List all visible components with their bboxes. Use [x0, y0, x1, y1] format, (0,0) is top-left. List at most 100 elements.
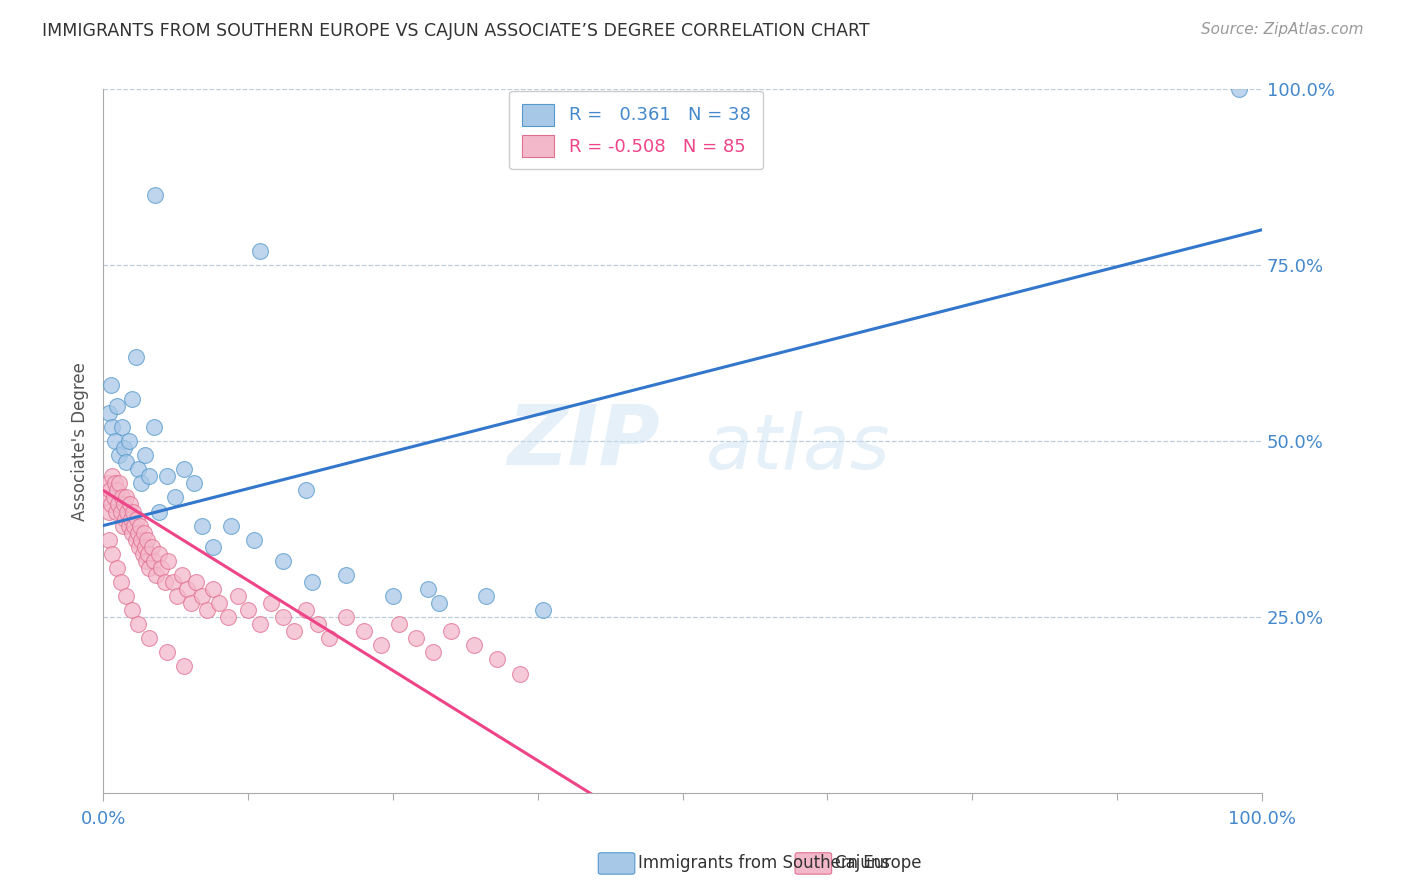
- Point: [124, 350, 146, 364]
- Point: [134, 448, 156, 462]
- Point: [117, 504, 139, 518]
- Point: [110, 504, 132, 518]
- Text: ZIP: ZIP: [506, 401, 659, 482]
- Point: [96, 491, 118, 505]
- Point: [422, 645, 444, 659]
- Point: [173, 659, 195, 673]
- Point: [132, 525, 155, 540]
- Point: [427, 596, 450, 610]
- Point: [125, 511, 148, 525]
- Point: [117, 434, 139, 448]
- Point: [127, 617, 149, 632]
- Legend: R =   0.361   N = 38, R = -0.508   N = 85: R = 0.361 N = 38, R = -0.508 N = 85: [509, 91, 763, 169]
- Point: [111, 491, 134, 505]
- Point: [202, 540, 225, 554]
- Point: [156, 645, 179, 659]
- Point: [97, 476, 120, 491]
- Point: [416, 582, 439, 596]
- Point: [509, 666, 531, 681]
- Point: [117, 518, 139, 533]
- Text: IMMIGRANTS FROM SOUTHERN EUROPE VS CAJUN ASSOCIATE’S DEGREE CORRELATION CHART: IMMIGRANTS FROM SOUTHERN EUROPE VS CAJUN…: [42, 22, 870, 40]
- Point: [115, 455, 138, 469]
- Point: [217, 610, 239, 624]
- Point: [145, 568, 167, 582]
- Point: [107, 498, 129, 512]
- Point: [148, 504, 170, 518]
- Point: [370, 638, 392, 652]
- Point: [138, 561, 160, 575]
- Text: atlas: atlas: [706, 411, 890, 485]
- Point: [134, 540, 156, 554]
- Point: [353, 624, 375, 639]
- Point: [295, 603, 318, 617]
- Point: [100, 377, 122, 392]
- Point: [104, 476, 127, 491]
- Point: [271, 610, 294, 624]
- Point: [124, 518, 146, 533]
- Point: [135, 554, 157, 568]
- Point: [190, 589, 212, 603]
- Point: [197, 603, 219, 617]
- Point: [335, 568, 357, 582]
- Point: [166, 589, 188, 603]
- Point: [115, 589, 138, 603]
- Point: [138, 469, 160, 483]
- Point: [533, 603, 555, 617]
- Point: [127, 525, 149, 540]
- Y-axis label: Associate's Degree: Associate's Degree: [72, 361, 89, 521]
- Point: [405, 632, 427, 646]
- Point: [190, 518, 212, 533]
- Point: [183, 476, 205, 491]
- Point: [1227, 82, 1250, 96]
- Point: [108, 476, 131, 491]
- Point: [148, 547, 170, 561]
- Text: Cajuns: Cajuns: [835, 855, 890, 872]
- Point: [283, 624, 305, 639]
- Point: [98, 483, 121, 498]
- Point: [121, 392, 143, 406]
- Text: Immigrants from Southern Europe: Immigrants from Southern Europe: [638, 855, 921, 872]
- Point: [260, 596, 283, 610]
- Point: [388, 617, 411, 632]
- Point: [295, 483, 318, 498]
- Point: [271, 554, 294, 568]
- Point: [138, 632, 160, 646]
- Point: [121, 603, 143, 617]
- Point: [249, 244, 271, 258]
- Point: [143, 187, 166, 202]
- Point: [242, 533, 264, 547]
- Point: [128, 540, 150, 554]
- Point: [114, 511, 136, 525]
- Point: [103, 491, 125, 505]
- Point: [100, 498, 122, 512]
- Point: [104, 434, 127, 448]
- Point: [180, 596, 202, 610]
- Point: [301, 574, 323, 589]
- Point: [162, 574, 184, 589]
- Point: [236, 603, 259, 617]
- Point: [105, 483, 128, 498]
- Point: [136, 547, 159, 561]
- Point: [170, 568, 193, 582]
- Point: [463, 638, 485, 652]
- Point: [208, 596, 231, 610]
- Point: [307, 617, 329, 632]
- Point: [127, 462, 149, 476]
- Point: [108, 448, 131, 462]
- Point: [153, 574, 176, 589]
- Point: [121, 525, 143, 540]
- Point: [202, 582, 225, 596]
- Point: [150, 561, 173, 575]
- Point: [184, 574, 207, 589]
- Point: [141, 540, 163, 554]
- Point: [122, 504, 145, 518]
- Point: [111, 518, 134, 533]
- Point: [124, 533, 146, 547]
- Point: [143, 420, 166, 434]
- Point: [101, 469, 124, 483]
- Point: [97, 504, 120, 518]
- Point: [97, 406, 120, 420]
- Point: [105, 399, 128, 413]
- Point: [115, 491, 138, 505]
- Point: [104, 504, 127, 518]
